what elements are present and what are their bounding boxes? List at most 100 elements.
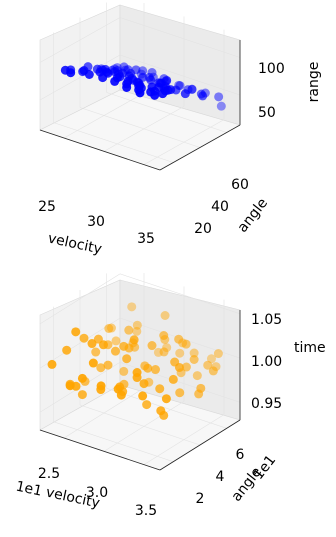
data-point (47, 359, 57, 369)
data-point (110, 346, 120, 356)
grid-y-1 (79, 404, 201, 446)
data-point (96, 363, 106, 373)
grid-z-left-0 (39, 54, 121, 101)
z-tick-bottom-1: 1.00 (251, 354, 282, 370)
data-point (65, 381, 75, 391)
data-point (181, 339, 191, 349)
y-axis-bottom (159, 419, 241, 471)
data-point (124, 325, 134, 335)
data-point (139, 379, 149, 389)
x-tick-bottom-0: 2.5 (38, 466, 60, 482)
data-point (213, 349, 223, 359)
data-point (158, 89, 168, 99)
y-axis-top (159, 124, 241, 171)
grid-z-left-2 (39, 273, 121, 325)
data-point (119, 366, 129, 376)
y-label-top: angle (235, 195, 272, 235)
data-point (138, 391, 148, 401)
data-point (132, 320, 142, 330)
data-point (132, 368, 142, 378)
data-point (155, 384, 165, 394)
y-tick-top-0: 20 (194, 221, 212, 237)
data-point (206, 354, 216, 364)
grid-z-left-1 (39, 17, 121, 63)
x-offset-bottom: 1e1 (14, 479, 43, 500)
data-point (62, 345, 72, 355)
z-label-top: range (306, 62, 322, 103)
x-tick-top-1: 30 (87, 214, 105, 230)
y-tick-top-1: 40 (211, 199, 229, 215)
grid-y-1 (79, 107, 201, 148)
z-tick-bottom-2: 1.05 (251, 312, 282, 328)
grid-z-back-1 (119, 17, 241, 58)
data-point (189, 354, 199, 364)
data-point (135, 88, 145, 98)
data-point (104, 323, 114, 333)
grid-top (39, 2, 241, 165)
data-point (127, 302, 137, 312)
data-point (119, 341, 129, 351)
data-point (142, 400, 152, 410)
y-tick-bottom-2: 6 (236, 447, 245, 463)
data-point (143, 363, 153, 373)
x-axis-bottom (39, 429, 161, 471)
data-point (110, 76, 120, 86)
data-point (96, 381, 106, 391)
data-point (159, 347, 169, 357)
data-point (196, 383, 206, 393)
data-point (160, 311, 170, 321)
scatter3d-bottom: 2.5 3.0 3.5 2 4 6 0.95 1.00 1.05 1e1 vel… (14, 273, 326, 519)
data-point (122, 354, 132, 364)
grid-y-2 (106, 388, 227, 429)
data-point (203, 360, 213, 370)
data-point (150, 365, 160, 375)
x-tick-bottom-1: 3.0 (86, 485, 108, 501)
data-point (175, 348, 185, 358)
data-point (77, 373, 87, 383)
data-point (150, 90, 160, 100)
z-tick-top-1: 100 (258, 61, 285, 77)
points-top (60, 62, 226, 111)
data-point (111, 336, 121, 346)
grid-z-back-0 (119, 362, 241, 403)
data-point (77, 390, 87, 400)
z-label-bottom: time (294, 340, 326, 356)
data-point (87, 339, 97, 349)
data-point (180, 89, 190, 99)
data-point (181, 362, 191, 372)
data-point (79, 333, 89, 343)
data-point (91, 347, 101, 357)
data-point (189, 348, 199, 358)
data-point (159, 331, 169, 341)
grid-y-2 (106, 92, 227, 133)
data-point (161, 394, 171, 404)
points-bottom (47, 302, 223, 420)
grid-z-back-0 (119, 54, 241, 96)
data-point (122, 83, 132, 92)
data-point (216, 101, 226, 111)
x-tick-bottom-2: 3.5 (135, 503, 157, 519)
data-point (98, 340, 108, 350)
data-point (84, 70, 94, 79)
y-tick-bottom-0: 2 (196, 491, 205, 507)
data-point (71, 327, 81, 337)
data-point (138, 66, 148, 76)
data-point (132, 326, 142, 336)
data-point (214, 92, 224, 102)
data-point (88, 358, 98, 368)
data-point (129, 335, 139, 345)
data-point (103, 360, 113, 370)
x-tick-top-2: 35 (137, 231, 155, 247)
grid-z-back-2 (119, 273, 241, 315)
grid-y-0 (53, 122, 174, 163)
data-point (175, 388, 185, 398)
x-tick-top-0: 25 (38, 199, 56, 215)
z-tick-top-0: 50 (258, 105, 276, 121)
data-point (192, 371, 202, 381)
grid-y-0 (53, 421, 174, 462)
x-axis-top (39, 129, 161, 171)
data-point (98, 73, 108, 83)
data-point (66, 68, 76, 78)
data-point (174, 334, 184, 344)
